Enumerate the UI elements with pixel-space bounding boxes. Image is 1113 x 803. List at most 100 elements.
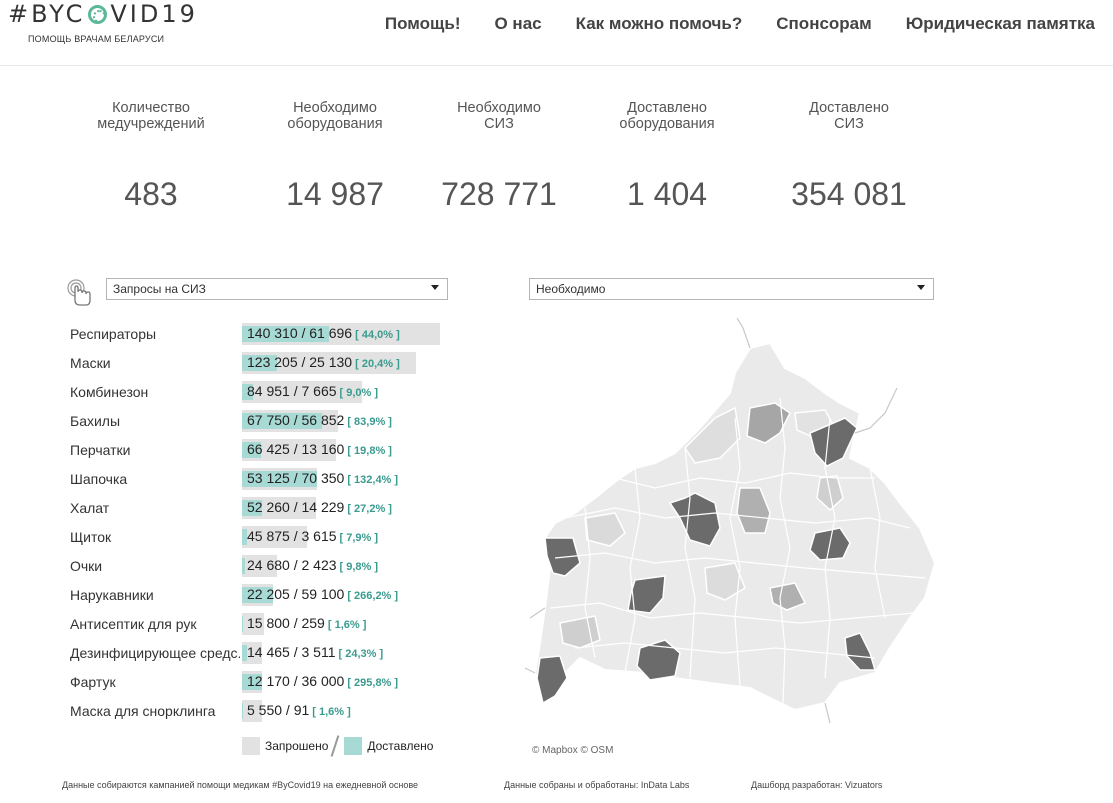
delivered-bar	[242, 558, 246, 574]
requested-bar	[242, 613, 265, 635]
ppe-row-percent: [ 20,4% ]	[355, 358, 400, 370]
nav-sponsors[interactable]: Спонсорам	[776, 14, 872, 33]
footer-dashboard-author: Дашборд разработан: Vizuators	[751, 780, 883, 790]
ppe-row-percent: [ 132,4% ]	[347, 474, 399, 486]
ppe-row-name: Перчатки	[70, 442, 131, 458]
delivered-bar	[242, 326, 330, 342]
map-region[interactable]	[536, 655, 568, 705]
ppe-row-percent: [ 83,9% ]	[347, 416, 392, 428]
ppe-row-counts: 22 205 / 59 100	[247, 586, 345, 602]
ppe-row-name: Шапочка	[70, 471, 128, 487]
legend-delivered-label: Доставлено	[367, 739, 434, 753]
ppe-row[interactable]: Маска для снорклинга 5 550 / 91[ 1,6% ]	[70, 699, 470, 728]
ppe-row[interactable]: Нарукавники 22 205 / 59 100[ 266,2% ]	[70, 583, 470, 612]
ppe-row[interactable]: Бахилы 67 750 / 56 852[ 83,9% ]	[70, 409, 470, 438]
ppe-row-name: Дезинфицирующее средс..	[70, 645, 240, 661]
ppe-row-name: Антисептик для рук	[70, 616, 197, 632]
kpi-label: Необходимо СИЗ	[457, 100, 541, 132]
nav-legal-memo[interactable]: Юридическая памятка	[905, 14, 1095, 33]
ppe-row[interactable]: Очки 24 680 / 2 423[ 9,8% ]	[70, 554, 470, 583]
ppe-row-counts: 45 875 / 3 615	[247, 528, 337, 544]
ppe-row-value: 12 170 / 36 000[ 295,8% ]	[247, 673, 398, 689]
ppe-row-counts: 52 260 / 14 229	[247, 499, 345, 515]
ppe-row-counts: 123 205 / 25 130	[247, 354, 353, 370]
map-region[interactable]	[559, 615, 601, 649]
kpi-ppe-needed: Необходимо СИЗ 728 771	[414, 100, 584, 213]
kpi-value: 1 404	[626, 176, 708, 212]
ppe-row-name: Маска для снорклинга	[70, 703, 216, 719]
map-region[interactable]	[636, 639, 681, 681]
map-region[interactable]	[668, 492, 721, 547]
kpi-value: 14 987	[286, 176, 384, 212]
kpi-value: 483	[124, 176, 178, 212]
ppe-row-name: Халат	[70, 500, 110, 516]
ppe-row[interactable]: Шапочка 53 125 / 70 350[ 132,4% ]	[70, 467, 470, 496]
chevron-down-icon	[917, 285, 925, 290]
map-region[interactable]	[627, 575, 666, 614]
legend-requested-label: Запрошено	[265, 739, 329, 753]
ppe-row[interactable]: Халат 52 260 / 14 229[ 27,2% ]	[70, 496, 470, 525]
legend-requested-swatch	[242, 737, 260, 755]
ppe-row[interactable]: Фартук 12 170 / 36 000[ 295,8% ]	[70, 670, 470, 699]
ppe-request-select[interactable]: Запросы на СИЗ	[106, 278, 448, 300]
delivered-bar	[242, 442, 261, 458]
nav-about[interactable]: О нас	[494, 14, 542, 33]
map-region[interactable]	[736, 487, 771, 534]
ppe-row-value: 22 205 / 59 100[ 266,2% ]	[247, 586, 398, 602]
ppe-row-name: Нарукавники	[70, 587, 154, 603]
kpi-label: Доставлено СИЗ	[809, 100, 889, 132]
ppe-row[interactable]: Респираторы 140 310 / 61 696[ 44,0% ]	[70, 322, 470, 351]
delivered-bar	[242, 587, 274, 603]
ppe-row-value: 14 465 / 3 511[ 24,3% ]	[247, 644, 383, 660]
ppe-row[interactable]: Комбинезон 84 951 / 7 665[ 9,0% ]	[70, 380, 470, 409]
kpi-ppe-delivered: Доставлено СИЗ 354 081	[764, 100, 934, 213]
logo-wordmark: #BYC VID19	[8, 2, 198, 26]
ppe-row-percent: [ 9,8% ]	[339, 561, 379, 573]
map-region[interactable]	[769, 582, 807, 611]
map-region[interactable]	[584, 512, 626, 547]
ppe-row-counts: 12 170 / 36 000	[247, 673, 345, 689]
map-region[interactable]	[844, 632, 877, 671]
main-nav: Помощь! О нас Как можно помочь? Спонсора…	[385, 14, 1095, 34]
ppe-row-name: Щиток	[70, 529, 112, 545]
ppe-row-percent: [ 9,0% ]	[339, 387, 379, 399]
bar-legend: Запрошено Доставлено	[242, 735, 433, 757]
delivered-bar	[242, 674, 262, 690]
ppe-row[interactable]: Антисептик для рук 15 800 / 259[ 1,6% ]	[70, 612, 470, 641]
map-attribution[interactable]: © Mapbox © OSM	[532, 745, 614, 756]
ppe-row[interactable]: Дезинфицирующее средс.. 14 465 / 3 511[ 2…	[70, 641, 470, 670]
map-region[interactable]	[704, 562, 746, 601]
ppe-row-name: Бахилы	[70, 413, 121, 429]
site-logo[interactable]: #BYC VID19 ПОМОЩЬ ВРАЧАМ БЕЛАРУСИ	[8, 2, 198, 44]
touch-hand-icon	[67, 279, 91, 306]
virus-o-icon	[88, 4, 108, 24]
ppe-row-counts: 53 125 / 70 350	[247, 470, 345, 486]
map-measure-select[interactable]: Необходимо	[529, 278, 934, 300]
kpi-equipment-delivered: Доставлено оборудования 1 404	[582, 100, 752, 213]
delivered-bar	[242, 529, 248, 545]
ppe-row-value: 53 125 / 70 350[ 132,4% ]	[247, 470, 398, 486]
belarus-region-map[interactable]	[525, 318, 945, 738]
ppe-row[interactable]: Маски 123 205 / 25 130[ 20,4% ]	[70, 351, 470, 380]
nav-help[interactable]: Помощь!	[384, 14, 461, 33]
ppe-row[interactable]: Щиток 45 875 / 3 615[ 7,9% ]	[70, 525, 470, 554]
delivered-bar	[242, 355, 278, 371]
ppe-row[interactable]: Перчатки 66 425 / 13 160[ 19,8% ]	[70, 438, 470, 467]
ppe-row-value: 5 550 / 91[ 1,6% ]	[247, 702, 351, 718]
delivered-bar	[242, 413, 323, 429]
ppe-row-counts: 140 310 / 61 696	[247, 325, 353, 341]
ppe-row-value: 24 680 / 2 423[ 9,8% ]	[247, 557, 378, 573]
ppe-row-name: Комбинезон	[70, 384, 149, 400]
ppe-row-counts: 15 800 / 259	[247, 615, 325, 631]
kpi-label: Необходимо оборудования	[287, 100, 383, 132]
map-region[interactable]	[746, 402, 791, 444]
logo-text-end: VID19	[110, 0, 198, 28]
map-measure-select-value: Необходимо	[536, 282, 606, 296]
map-region[interactable]	[809, 417, 858, 467]
ppe-table: Респираторы 140 310 / 61 696[ 44,0% ] Маск…	[70, 322, 470, 728]
map-region[interactable]	[684, 406, 741, 464]
ppe-row-name: Фартук	[70, 674, 116, 690]
nav-how-to-help[interactable]: Как можно помочь?	[575, 14, 743, 33]
requested-bar	[242, 439, 336, 461]
ppe-row-value: 67 750 / 56 852[ 83,9% ]	[247, 412, 392, 428]
